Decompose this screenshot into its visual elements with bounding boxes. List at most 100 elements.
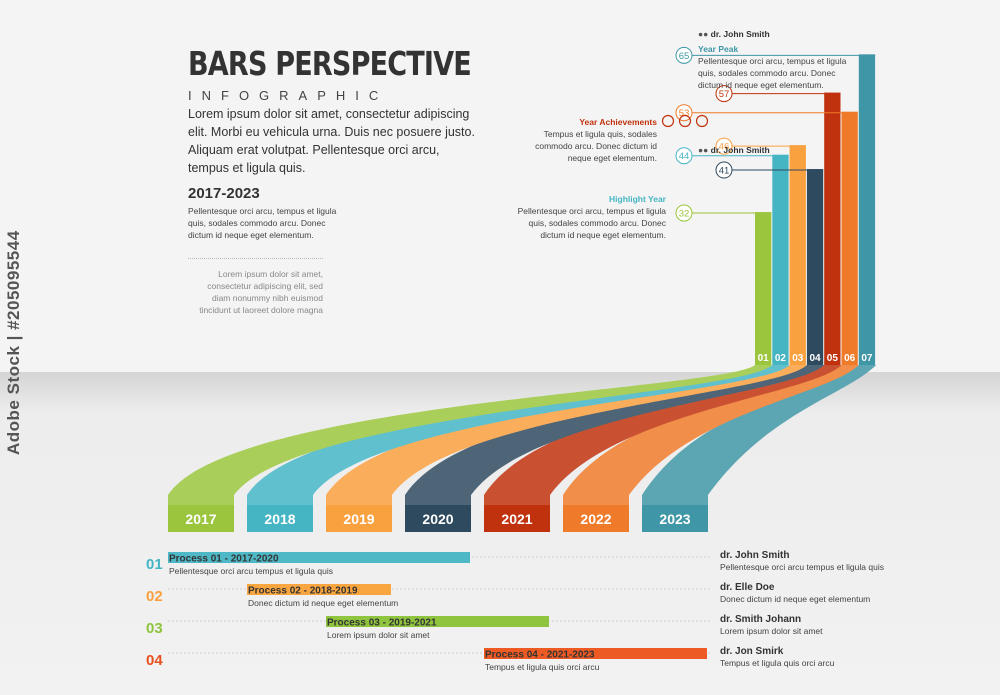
peak-text: Pellentesque orci arcu, tempus et ligula…: [698, 56, 847, 90]
value-label-02: 44: [679, 151, 690, 162]
perspective-ribbons: [168, 365, 877, 505]
pin-icon: [695, 114, 709, 128]
process-number-03: 03: [146, 620, 163, 637]
process-person-desc-03: Lorem ipsum dolor sit amet: [720, 626, 823, 636]
year-label-2017: 2017: [185, 511, 216, 527]
process-desc-01: Pellentesque orci arcu tempus et ligula …: [169, 566, 333, 576]
year-label-2018: 2018: [264, 511, 295, 527]
value-circle-01: [675, 204, 693, 222]
globe-icon: [661, 114, 675, 128]
ribbon-03: [326, 365, 807, 505]
bar-label-05: 05: [827, 353, 839, 364]
bar-04: [806, 169, 824, 365]
process-number-02: 02: [146, 588, 163, 605]
process-person-desc-01: Pellentesque orci arcu tempus et ligula …: [720, 562, 884, 572]
year-box-2021: [484, 505, 550, 532]
bar-label-04: 04: [809, 353, 821, 364]
process-desc-03: Lorem ipsum dolor sit amet: [327, 630, 430, 640]
value-circle-04: [715, 161, 733, 179]
bar-label-03: 03: [792, 353, 804, 364]
year-label-2020: 2020: [422, 511, 453, 527]
year-label-2023: 2023: [659, 511, 690, 527]
people-icon: ●●: [698, 29, 709, 39]
process-person-01: dr. John Smith: [720, 550, 789, 561]
ribbon-07: [642, 365, 877, 505]
intro-text: Lorem ipsum dolor sit amet, consectetur …: [188, 107, 475, 175]
bar06-person: ●● dr. John Smith: [698, 145, 770, 155]
people-icon: ●●: [698, 145, 709, 155]
bar-label-06: 06: [844, 353, 856, 364]
value-circle-05: [715, 85, 733, 103]
achievements-text: Tempus et ligula quis, sodales commodo a…: [535, 129, 657, 163]
ribbon-02: [247, 365, 790, 505]
value-label-01: 32: [679, 209, 690, 220]
peak-person: ●● dr. John Smith: [698, 29, 770, 39]
process-person-desc-02: Donec dictum id neque eget elementum: [720, 594, 870, 604]
process-desc-04: Tempus et ligula quis orci arcu: [485, 662, 600, 672]
note-text: Lorem ipsum dolor sit amet, consectetur …: [199, 269, 323, 315]
process-person-02: dr. Elle Doe: [720, 582, 775, 593]
process-bar-02: [247, 584, 391, 595]
year-box-2020: [405, 505, 471, 532]
year-box-2023: [642, 505, 708, 532]
year-box-2018: [247, 505, 313, 532]
value-label-06: 53: [679, 108, 690, 119]
process-person-03: dr. Smith Johann: [720, 614, 801, 625]
ribbon-06: [563, 365, 859, 505]
clock-icon: [678, 114, 692, 128]
peak-title: Year Peak: [698, 44, 739, 54]
year-label-2021: 2021: [501, 511, 532, 527]
process-label-04: Process 04 - 2021-2023: [485, 650, 595, 661]
bar-07: [858, 54, 876, 366]
value-label-03: 46: [719, 142, 730, 153]
process-bar-04: [484, 648, 707, 659]
value-circle-02: [675, 147, 693, 165]
ribbon-05: [484, 365, 842, 505]
year-box-2017: [168, 505, 234, 532]
bar-06: [841, 111, 858, 365]
callout-icons: [661, 114, 709, 128]
year-box-2019: [326, 505, 392, 532]
process-bar-01: [168, 552, 470, 563]
process-label-03: Process 03 - 2019-2021: [327, 618, 437, 629]
value-circle-07: [675, 46, 693, 64]
bar-label-01: 01: [758, 353, 770, 364]
process-number-01: 01: [146, 556, 163, 573]
year-label-2019: 2019: [343, 511, 374, 527]
bar-label-07: 07: [861, 353, 873, 364]
bar-label-02: 02: [775, 353, 787, 364]
process-desc-02: Donec dictum id neque eget elementum: [248, 598, 398, 608]
year-labels: 2017 2018 2019 2020 2021 2022 2023: [168, 505, 708, 532]
value-label-04: 41: [719, 166, 730, 177]
watermark: Adobe Stock | #205095544: [4, 230, 23, 455]
process-label-02: Process 02 - 2018-2019: [248, 586, 358, 597]
achievements-title: Year Achievements: [579, 117, 657, 127]
highlight-text: Pellentesque orci arcu, tempus et ligula…: [517, 206, 666, 240]
highlight-title: Highlight Year: [609, 194, 666, 204]
year-label-2022: 2022: [580, 511, 611, 527]
bar-01: [755, 212, 772, 365]
range-title: 2017-2023: [188, 185, 260, 202]
bar-05: [824, 92, 841, 365]
process-number-04: 04: [146, 652, 163, 669]
process-bar-03: [326, 616, 549, 627]
bar-02: [772, 154, 789, 365]
value-label-05: 57: [719, 89, 730, 100]
year-box-2022: [563, 505, 629, 532]
value-label-07: 65: [679, 51, 690, 62]
ribbon-04: [405, 365, 825, 505]
process-person-04: dr. Jon Smirk: [720, 646, 784, 657]
bar-03: [789, 145, 806, 365]
value-circle-03: [715, 137, 733, 155]
vertical-bars: 01 02 03 04 05 06 07: [755, 54, 876, 366]
value-leaders: 32 44 46 41 57 53 65: [675, 46, 876, 222]
range-text: Pellentesque orci arcu, tempus et ligula…: [188, 206, 337, 240]
process-person-desc-04: Tempus et ligula quis orci arcu: [720, 658, 835, 668]
ribbon-01: [168, 365, 773, 505]
divider: [188, 258, 323, 259]
process-label-01: Process 01 - 2017-2020: [169, 554, 279, 565]
page-title: BARS PERSPECTIVE: [188, 44, 472, 83]
